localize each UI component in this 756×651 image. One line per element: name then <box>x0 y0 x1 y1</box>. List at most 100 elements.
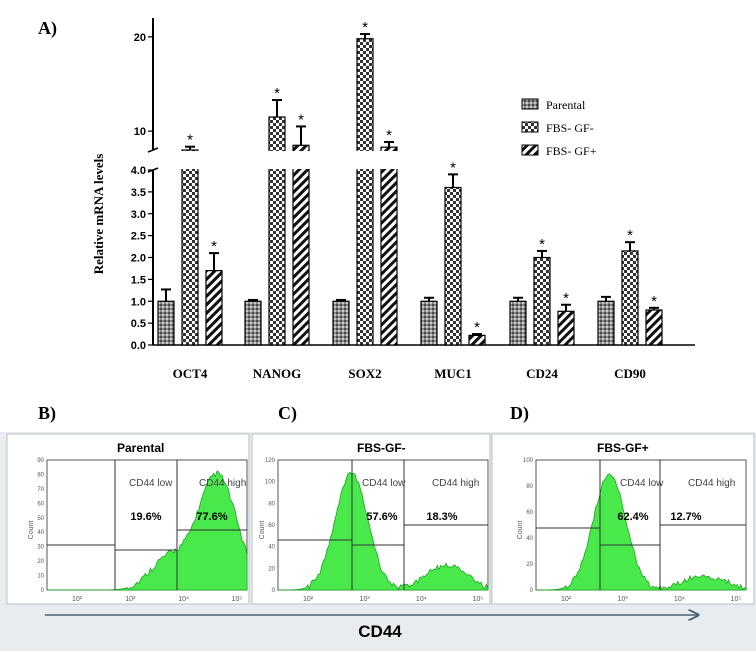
x-category-label: CD90 <box>614 366 646 381</box>
bar-muc1-2 <box>468 334 486 346</box>
cd44-high-percent: 12.7% <box>670 511 701 523</box>
flow-panel-1: FBS-GF- 0 20 40 60 80 100 120 Count 10² 10³ 10⁴ 10⁵ C… <box>251 433 491 605</box>
x-category-label: CD24 <box>526 366 558 381</box>
flow-count-label: Count <box>28 521 35 540</box>
cd44-low-label: CD44 low <box>362 478 406 489</box>
flow-count-label: Count <box>517 521 524 540</box>
flow-panel-0: Parental 0 10 20 30 40 50 60 70 80 90 Count 10² 10³ 10… <box>6 433 250 605</box>
flow-x-tick: 10⁴ <box>178 596 189 603</box>
cd44-high-label: CD44 high <box>688 478 735 489</box>
flow-x-tick: 10⁵ <box>473 596 484 603</box>
flow-panel-title: Parental <box>117 441 164 455</box>
flow-y-tick: 120 <box>265 458 276 464</box>
cd44-low-label: CD44 low <box>129 478 173 489</box>
bar-cd90-0 <box>597 300 615 346</box>
significance-star: * <box>627 227 633 244</box>
flow-y-tick: 100 <box>265 480 276 486</box>
bar-oct4-0 <box>157 300 175 346</box>
flow-histogram <box>278 471 489 591</box>
significance-star: * <box>362 19 368 36</box>
flow-y-tick: 0 <box>41 588 45 594</box>
y-tick-label: 3.5 <box>131 187 146 199</box>
flow-x-tick: 10³ <box>618 596 629 603</box>
legend-swatch <box>521 121 539 133</box>
panel-label-b: B) <box>38 403 56 423</box>
y-tick-label: 3.0 <box>131 209 146 221</box>
cd44-low-percent: 57.6% <box>366 511 397 523</box>
y-tick-label: 0.0 <box>131 340 146 352</box>
bar-muc1-0 <box>420 300 438 346</box>
bar-break <box>268 151 286 169</box>
bar-break <box>181 151 199 169</box>
x-category-label: MUC1 <box>434 366 472 381</box>
flow-y-tick: 80 <box>37 472 44 478</box>
y-tick-label: 10 <box>134 126 146 138</box>
bar-oct4-2 <box>205 270 223 346</box>
flow-panel-2: FBS-GF+ 0 20 40 60 80 100 Count 10² 10³ 10⁴ 10⁵ CD44… <box>491 433 755 605</box>
bar-cd90-2 <box>645 309 663 346</box>
y-tick-label: 1.5 <box>131 274 146 286</box>
bar-break <box>356 151 374 169</box>
cd44-high-label: CD44 high <box>199 478 246 489</box>
significance-star: * <box>474 319 480 336</box>
chart-legend: Parental FBS- GF- FBS- GF+ <box>521 98 597 158</box>
flow-y-tick: 70 <box>37 487 44 493</box>
flow-y-tick: 0 <box>530 588 534 594</box>
x-category-label: SOX2 <box>348 366 381 381</box>
flow-count-label: Count <box>259 521 266 540</box>
flow-y-tick: 20 <box>526 562 533 568</box>
bar-break <box>292 151 310 169</box>
significance-star: * <box>386 127 392 144</box>
flow-y-tick: 40 <box>526 536 533 542</box>
cd44-low-label: CD44 low <box>620 478 664 489</box>
panel-label-a: A) <box>38 18 57 38</box>
x-category-label: OCT4 <box>173 366 208 381</box>
flow-y-tick: 30 <box>37 545 44 551</box>
bar-cd24-1 <box>533 256 551 346</box>
bar-nanog-0 <box>244 300 262 346</box>
significance-star: * <box>187 132 193 149</box>
flow-y-tick: 80 <box>268 501 275 507</box>
significance-star: * <box>274 85 280 102</box>
flow-y-tick: 100 <box>523 458 534 464</box>
flow-y-tick: 40 <box>37 530 44 536</box>
cd44-low-percent: 62.4% <box>617 511 648 523</box>
y-tick-label: 4.0 <box>131 165 146 177</box>
bar-sox2-2 <box>380 146 398 346</box>
flow-x-tick: 10⁵ <box>232 596 243 603</box>
flow-x-tick: 10² <box>72 596 83 603</box>
bar-break <box>380 151 398 169</box>
legend-label: FBS- GF- <box>546 121 594 135</box>
cd44-low-percent: 19.6% <box>130 511 161 523</box>
bar-oct4-1 <box>181 149 199 346</box>
bar-nanog-2 <box>292 144 310 346</box>
flow-y-tick: 80 <box>526 484 533 490</box>
cd44-high-percent: 18.3% <box>426 511 457 523</box>
flow-y-tick: 60 <box>526 510 533 516</box>
panel-label-d: D) <box>510 403 529 423</box>
bar-cd24-2 <box>557 310 575 346</box>
bar-sox2-0 <box>332 300 350 346</box>
legend-swatch <box>521 144 539 156</box>
flow-y-tick: 60 <box>37 501 44 507</box>
flow-x-tick: 10³ <box>125 596 136 603</box>
y-axis-label: Relative mRNA levels <box>91 153 106 275</box>
significance-star: * <box>651 293 657 310</box>
legend-label: Parental <box>546 98 586 112</box>
flow-x-tick: 10³ <box>360 596 371 603</box>
significance-star: * <box>563 290 569 307</box>
y-tick-label: 2.5 <box>131 231 146 243</box>
bar-cd24-0 <box>509 300 527 346</box>
flow-histogram <box>47 470 248 591</box>
flow-y-tick: 10 <box>37 574 44 580</box>
flow-y-tick: 20 <box>37 559 44 565</box>
flow-histogram <box>536 473 747 591</box>
flow-panel-title: FBS-GF- <box>357 441 406 455</box>
y-tick-label: 1.0 <box>131 296 146 308</box>
cd44-high-label: CD44 high <box>432 478 479 489</box>
cd44-high-percent: 77.6% <box>196 511 227 523</box>
bar-sox2-1 <box>356 38 374 346</box>
flow-y-tick: 0 <box>272 588 276 594</box>
flow-x-tick: 10² <box>561 596 572 603</box>
significance-star: * <box>539 236 545 253</box>
